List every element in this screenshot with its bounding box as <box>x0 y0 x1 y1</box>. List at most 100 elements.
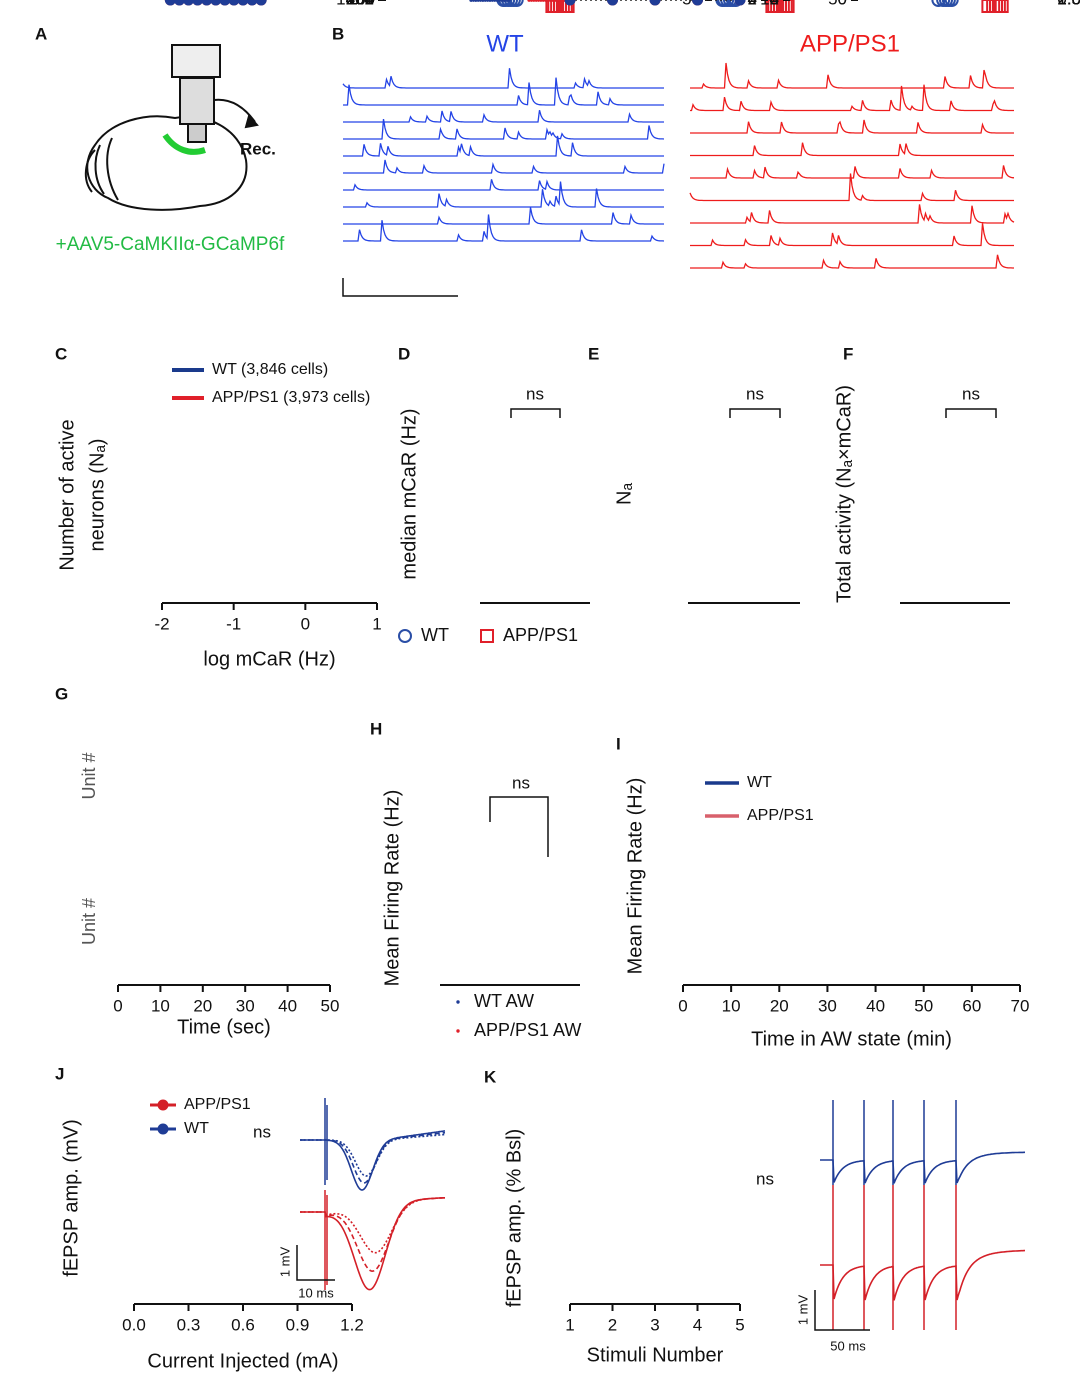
panel-letter: G <box>55 684 68 703</box>
x-tick-label: 0.9 <box>286 1315 310 1334</box>
marker <box>183 0 194 6</box>
point <box>481 0 485 2</box>
marker <box>192 0 204 6</box>
stimulus-artifact <box>324 1098 328 1185</box>
y-tick-label: 0 <box>770 0 779 8</box>
scale-label: 1 mV <box>795 1295 810 1326</box>
panel-letter: F <box>843 344 853 363</box>
marker <box>255 0 267 6</box>
y-tick-label: 0.5 <box>350 0 374 8</box>
point <box>541 0 545 2</box>
point <box>529 0 534 2</box>
x-tick-label: 0.6 <box>231 1315 255 1334</box>
y-tick-label: 100 <box>347 0 375 8</box>
point <box>498 0 513 7</box>
marker <box>237 0 249 6</box>
x-tick-label: 3 <box>650 1315 659 1334</box>
y-tick-label: 0 <box>748 0 757 8</box>
x-tick-label: 10 <box>722 996 741 1015</box>
y-tick-label: 0.3 <box>350 0 374 8</box>
x-tick-label: 70 <box>1011 996 1030 1015</box>
marker <box>164 0 176 6</box>
point <box>931 0 946 7</box>
y-tick-label: 1.5 <box>1057 0 1080 8</box>
scale-label: 1 mV <box>277 1247 292 1278</box>
y-axis-label: Nₐ <box>613 483 635 505</box>
legend-label: WT <box>184 1120 209 1137</box>
y-axis-label: median mCaR (Hz) <box>398 408 420 579</box>
marker <box>607 0 618 6</box>
y-axis-label: Number of active <box>56 419 78 570</box>
fepsp-trace <box>820 1249 1025 1301</box>
panel-letter: C <box>55 344 67 363</box>
y-tick-label: 0.0 <box>350 0 374 8</box>
significance: ns <box>253 1122 271 1141</box>
point <box>534 0 538 2</box>
y-tick-label: 200 <box>346 0 374 8</box>
x-tick-label: -2 <box>154 614 169 633</box>
y-tick-label: 50 <box>356 0 375 8</box>
marker <box>219 0 231 6</box>
significance: ns <box>526 384 544 403</box>
brain-outline <box>86 115 248 211</box>
significance: ns <box>746 384 764 403</box>
marker <box>564 0 576 6</box>
legend-marker <box>398 629 412 643</box>
y-axis-label: Mean Firing Rate (Hz) <box>381 790 403 987</box>
calcium-trace <box>343 135 664 157</box>
marker <box>210 0 222 6</box>
calcium-trace <box>343 77 664 106</box>
x-tick-label: 40 <box>278 996 297 1015</box>
point <box>495 0 499 2</box>
panel-letter: D <box>398 344 410 363</box>
y-axis-label: Total activity (Nₐ×mCaR) <box>833 385 855 603</box>
fepsp-trace <box>300 1133 446 1177</box>
x-tick-label: 50 <box>321 996 340 1015</box>
x-tick-label: 20 <box>770 996 789 1015</box>
y-tick-label: 10 <box>760 0 779 8</box>
y-tick-label: 8 <box>770 0 779 8</box>
y-tick-label: 0.5 <box>1057 0 1080 8</box>
significance: ns <box>962 384 980 403</box>
x-tick-label: 1 <box>565 1315 574 1334</box>
y-tick-label: 6 <box>770 0 779 8</box>
y-tick-label: 4 <box>770 0 779 8</box>
fepsp-trace <box>300 1197 445 1273</box>
hippocampus <box>162 133 206 155</box>
y-tick-label: 1000 <box>336 0 374 8</box>
y-tick-label: 100 <box>346 0 374 8</box>
y-tick-label: 50 <box>828 0 847 8</box>
y-tick-label: 0 <box>366 0 375 8</box>
microscope-body <box>179 77 215 125</box>
panel-letter: K <box>484 1067 497 1086</box>
x-tick-label: 50 <box>914 996 933 1015</box>
point <box>986 0 1001 13</box>
y-tick-label: 0 <box>365 0 374 8</box>
x-tick-label: 20 <box>193 996 212 1015</box>
panel-letter: E <box>588 344 599 363</box>
point <box>474 0 478 2</box>
point <box>502 0 506 2</box>
x-tick-label: 2 <box>608 1315 617 1334</box>
scale-bar <box>342 278 458 297</box>
x-axis-label: Time (sec) <box>177 1016 271 1038</box>
y-tick-label: 400 <box>346 0 374 8</box>
legend-label: APP/PS1 <box>503 625 578 645</box>
y-tick-label: 300 <box>346 0 374 8</box>
y-tick-label: 1.0 <box>1057 0 1080 8</box>
x-tick-label: 30 <box>818 996 837 1015</box>
scale-label: 10 ms <box>298 1285 334 1300</box>
x-tick-label: 60 <box>962 996 981 1015</box>
y-tick-label: 6 <box>748 0 757 8</box>
panel-letter: H <box>370 719 382 738</box>
marker <box>734 0 746 6</box>
panel-letter: B <box>332 24 344 43</box>
rec-label: Rec. <box>240 139 276 158</box>
y-tick-label: 2 <box>770 0 779 8</box>
x-axis-label: Current Injected (mA) <box>147 1350 338 1372</box>
calcium-trace <box>690 62 1014 89</box>
marker <box>228 0 240 6</box>
stimulus-artifact <box>324 1190 328 1290</box>
